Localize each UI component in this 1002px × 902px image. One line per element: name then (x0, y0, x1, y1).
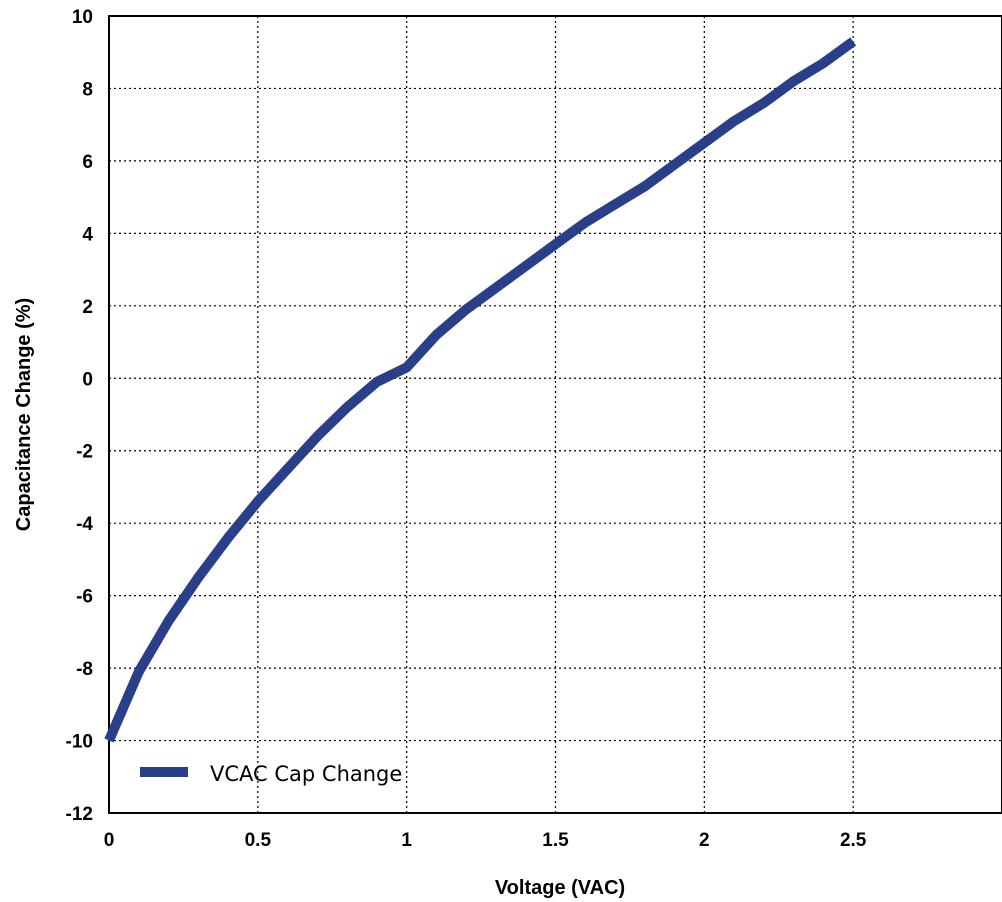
grid-lines (109, 16, 1002, 813)
y-tick-label: -4 (76, 514, 93, 535)
series-line (104, 37, 857, 743)
x-tick-label: 2 (699, 830, 710, 851)
x-tick-label: 1 (401, 830, 412, 851)
series-layer (104, 37, 857, 743)
y-axis-tick-labels: -12 -10 -8 -6 -4 -2 0 2 4 6 8 10 (66, 7, 94, 825)
x-tick-label: 0.5 (245, 830, 272, 851)
x-axis-title: Voltage (VAC) (495, 877, 625, 899)
plot-area-frame (108, 15, 1002, 814)
y-tick-label: 0 (82, 369, 93, 390)
y-tick-label: -10 (66, 732, 93, 753)
x-tick-label: 2.5 (840, 830, 867, 851)
y-axis-title: Capacitance Change (%) (13, 298, 35, 531)
x-tick-label: 0 (104, 830, 115, 851)
y-tick-label: 10 (72, 7, 93, 28)
y-tick-label: -12 (66, 804, 93, 825)
x-axis-tick-labels: 0 0.5 1 1.5 2 2.5 (104, 830, 867, 851)
y-tick-label: 4 (82, 224, 93, 245)
x-tick-label: 1.5 (542, 830, 569, 851)
y-tick-label: 2 (82, 297, 93, 318)
y-tick-label: 8 (82, 79, 93, 100)
legend: VCAC Cap Change (140, 762, 402, 786)
legend-label: VCAC Cap Change (210, 762, 402, 786)
y-tick-label: 6 (82, 152, 93, 173)
y-tick-label: -8 (76, 659, 93, 680)
y-tick-label: -2 (76, 442, 93, 463)
y-tick-label: -6 (76, 587, 93, 608)
